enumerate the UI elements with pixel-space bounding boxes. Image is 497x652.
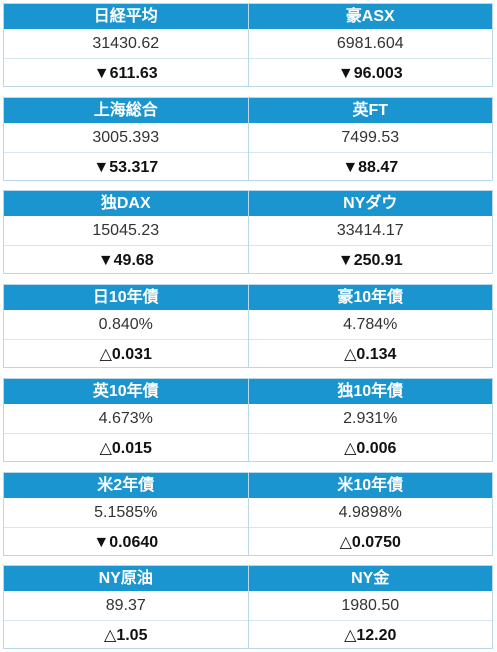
quote-value: 2.931%: [248, 404, 492, 434]
quote-group: 日10年債 0.840% △0.031 豪10年債 4.784% △0.134: [3, 284, 493, 369]
quote-name: 米10年債: [248, 472, 492, 498]
quote-change: ▼88.47: [342, 158, 399, 176]
quote-change: △12.20: [344, 627, 397, 645]
quote-name: 日10年債: [4, 285, 248, 311]
quote-change: △0.0750: [339, 533, 401, 551]
quote-cell: NYダウ 33414.17 ▼250.91: [247, 191, 492, 274]
quote-value: 6981.604: [248, 29, 492, 59]
quote-name: NY金: [248, 566, 492, 592]
quote-name: 英FT: [248, 97, 492, 123]
quote-value: 5.1585%: [4, 498, 248, 528]
quote-value: 89.37: [4, 591, 248, 622]
quote-change: △0.006: [344, 439, 397, 457]
quote-cell: 独10年債 2.931% △0.006: [247, 378, 492, 461]
quote-cell: 豪ASX 6981.604 ▼96.003: [247, 4, 492, 86]
quote-value: 0.840%: [4, 310, 248, 341]
quote-change: ▼96.003: [337, 65, 403, 82]
quote-cell: 米10年債 4.9898% △0.0750: [247, 472, 492, 555]
quote-change: ▼49.68: [97, 252, 154, 270]
quote-name: 豪ASX: [248, 4, 492, 29]
quote-value: 31430.62: [4, 29, 248, 59]
quote-change: △0.134: [344, 346, 397, 364]
quote-cell: 英10年債 4.673% △0.015: [4, 378, 248, 461]
quote-group: 日経平均 31430.62 ▼611.63 豪ASX 6981.604 ▼96.003: [3, 3, 493, 87]
quote-value: 1980.50: [248, 591, 492, 622]
quote-change: ▼611.63: [93, 65, 158, 82]
quote-value: 7499.53: [248, 123, 492, 153]
quote-change: △0.031: [99, 346, 152, 364]
quote-name: 日経平均: [4, 4, 248, 29]
quote-group: 独DAX 15045.23 ▼49.68 NYダウ 33414.17 ▼250.91: [3, 190, 493, 275]
quote-name: 独10年債: [248, 378, 492, 404]
quote-cell: 日10年債 0.840% △0.031: [4, 285, 248, 367]
quote-change: ▼0.0640: [93, 533, 159, 551]
quote-group: NY原油 89.37 △1.05 NY金 1980.50 △12.20: [3, 565, 493, 650]
quote-cell: NY金 1980.50 △12.20: [247, 566, 492, 649]
quote-cell: 独DAX 15045.23 ▼49.68: [4, 191, 248, 273]
quote-cell: NY原油 89.37 △1.05: [4, 566, 248, 648]
quote-name: 英10年債: [4, 378, 248, 404]
quote-cell: 英FT 7499.53 ▼88.47: [247, 97, 492, 180]
quote-change: △0.015: [99, 439, 152, 457]
quote-change: ▼53.317: [93, 158, 159, 176]
quote-value: 4.784%: [248, 310, 492, 341]
quote-value: 15045.23: [4, 216, 248, 247]
quote-value: 3005.393: [4, 123, 248, 153]
quote-name: 上海総合: [4, 97, 248, 123]
quote-group: 英10年債 4.673% △0.015 独10年債 2.931% △0.006: [3, 377, 493, 462]
quote-cell: 米2年債 5.1585% ▼0.0640: [4, 472, 248, 555]
quote-change: ▼250.91: [337, 252, 403, 270]
quote-name: 豪10年債: [248, 285, 492, 311]
quote-change: △1.05: [104, 627, 148, 645]
quote-name: NYダウ: [248, 191, 492, 217]
quote-cell: 上海総合 3005.393 ▼53.317: [4, 97, 248, 180]
quote-name: NY原油: [4, 566, 248, 592]
quote-cell: 日経平均 31430.62 ▼611.63: [4, 4, 248, 86]
quote-name: 独DAX: [4, 191, 248, 217]
quote-group: 米2年債 5.1585% ▼0.0640 米10年債 4.9898% △0.0750: [3, 471, 493, 556]
quote-value: 33414.17: [248, 216, 492, 247]
quote-name: 米2年債: [4, 472, 248, 498]
quote-group: 上海総合 3005.393 ▼53.317 英FT 7499.53 ▼88.47: [3, 96, 493, 181]
quote-value: 4.673%: [4, 404, 248, 434]
quote-cell: 豪10年債 4.784% △0.134: [247, 285, 492, 368]
quote-value: 4.9898%: [248, 498, 492, 528]
